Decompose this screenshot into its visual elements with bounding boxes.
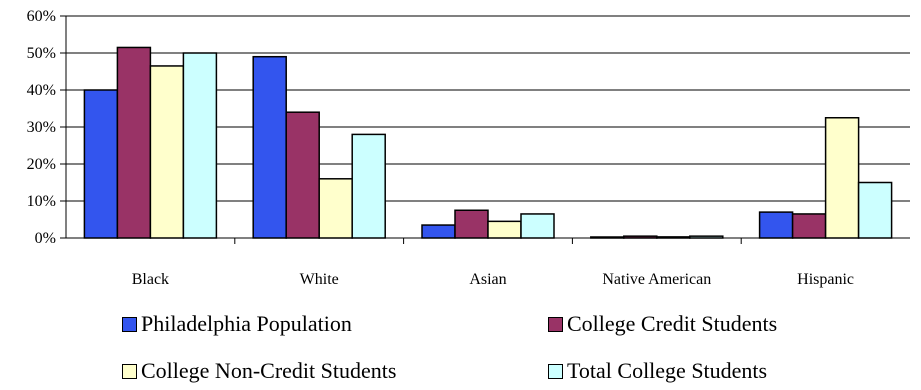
legend-label: College Non-Credit Students — [141, 358, 397, 383]
bar-college-non-credit-students-black — [149, 65, 185, 239]
bar-college-credit-students-native-american — [623, 235, 658, 239]
bar-total-college-students-black — [182, 52, 218, 239]
bar-chart: 0% 10% 20% 30% 40% 50% 60% Black White Asian Nativ… — [27, 8, 910, 288]
bar-college-credit-students-hispanic — [791, 213, 827, 239]
legend-swatch-total-college-students — [548, 363, 563, 379]
y-tick-label: 10% — [27, 193, 56, 210]
y-tick-label: 60% — [27, 8, 56, 25]
axis-labels: 0% 10% 20% 30% 40% 50% 60% Black White Asian Nativ… — [27, 8, 854, 288]
bar-college-non-credit-students-asian — [487, 220, 522, 239]
y-tick-label: 20% — [27, 156, 56, 173]
bar-total-college-students-native-american — [689, 235, 724, 239]
legend-item-college-non-credit-students: College Non-Credit Students — [122, 358, 396, 384]
x-tick-label: Black — [132, 271, 169, 288]
legend-swatch-college-non-credit-students — [122, 363, 137, 379]
y-tick-label: 30% — [27, 119, 56, 136]
bar-college-non-credit-students-hispanic — [824, 117, 860, 239]
legend-swatch-philadelphia-population — [122, 316, 137, 332]
legend-label: Total College Students — [567, 358, 768, 383]
legend-label: College Credit Students — [567, 311, 778, 336]
bar-college-non-credit-students-native-american — [656, 236, 691, 239]
bar-total-college-students-hispanic — [857, 181, 893, 239]
legend-swatch-college-credit-students — [548, 316, 563, 332]
legend-item-total-college-students: Total College Students — [548, 358, 767, 384]
y-tick-label: 0% — [35, 230, 56, 247]
bar-philadelphia-population-asian — [421, 224, 456, 239]
bar-philadelphia-population-white — [252, 55, 287, 239]
x-tick-label: White — [300, 271, 339, 288]
y-tick-label: 40% — [27, 82, 56, 99]
bar-total-college-students-white — [351, 133, 386, 239]
legend: Philadelphia Population College Credit S… — [0, 305, 921, 390]
bar-total-college-students-asian — [520, 213, 555, 239]
legend-label: Philadelphia Population — [141, 311, 352, 336]
bar-college-credit-students-asian — [454, 209, 489, 239]
legend-item-college-credit-students: College Credit Students — [548, 311, 777, 337]
bar-philadelphia-population-native-american — [590, 236, 625, 239]
bar-college-non-credit-students-white — [318, 178, 353, 239]
x-tick-label: Native American — [602, 271, 711, 288]
legend-item-philadelphia-population: Philadelphia Population — [122, 311, 352, 337]
bar-philadelphia-population-black — [83, 89, 119, 239]
bar-philadelphia-population-hispanic — [758, 211, 794, 239]
bars — [83, 46, 893, 239]
y-tick-label: 50% — [27, 45, 56, 62]
bar-college-credit-students-white — [285, 111, 320, 239]
x-tick-label: Hispanic — [797, 271, 854, 288]
x-tick-label: Asian — [469, 271, 506, 288]
bar-college-credit-students-black — [116, 46, 152, 239]
